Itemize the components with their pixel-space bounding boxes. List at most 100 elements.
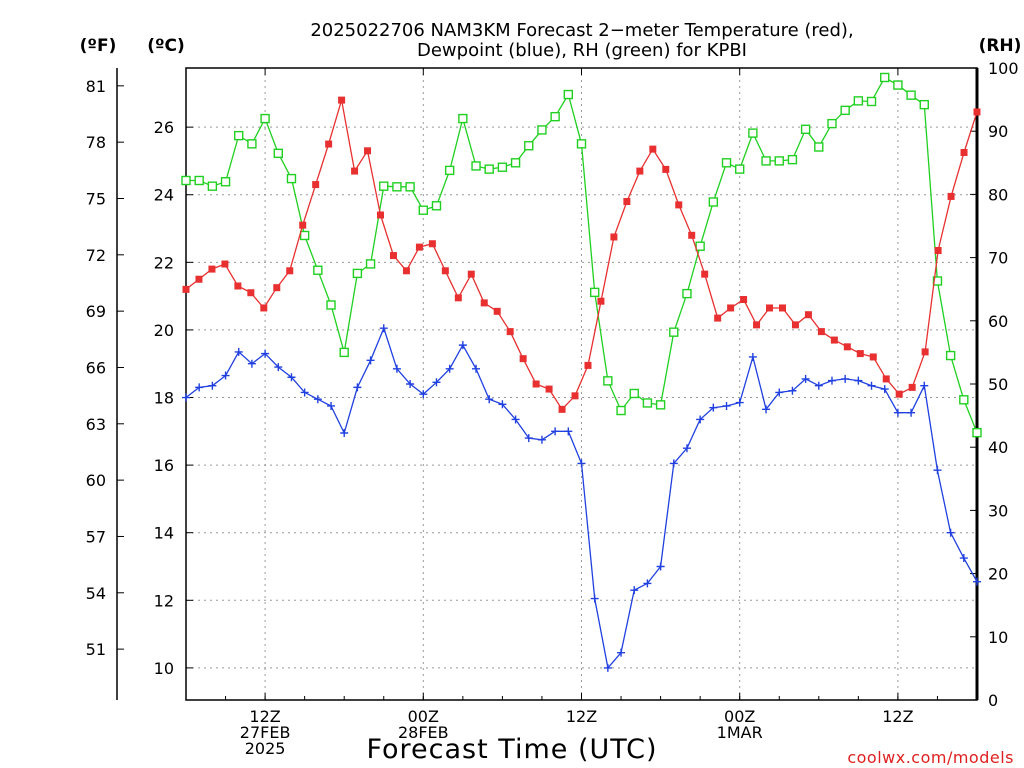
temperature-marker [714,314,722,322]
temperature-marker [558,405,566,413]
rh-marker [814,142,824,152]
rh-marker [194,175,204,186]
rh-marker [866,96,877,107]
rh-marker [313,265,323,275]
rh-marker [787,154,798,165]
temperature-marker [882,375,890,383]
temperature-marker [402,267,410,275]
rh-tick-label: 10 [988,628,1008,647]
rh-tick-label: 100 [988,59,1019,78]
dewpoint-marker [893,408,902,417]
temperature-marker [753,321,761,329]
rh-marker [695,241,705,251]
rh-tick-label: 0 [988,691,998,710]
dewpoint-marker [735,398,744,407]
rh-marker [827,118,837,129]
rh-marker [761,156,771,166]
dewpoint-marker [313,395,322,404]
dewpoint-marker [643,579,652,588]
temperature-marker [506,328,514,336]
dewpoint-marker [907,408,916,417]
dewpoint-marker [630,586,639,595]
rh-marker [484,164,494,174]
dewpoint-marker [854,376,863,385]
dewpoint-marker [656,562,665,571]
rh-marker [563,89,574,100]
rh-marker [392,182,402,192]
dewpoint-marker [696,415,705,424]
dewpoint-marker [195,383,204,392]
temperature-marker [571,392,579,400]
rh-marker [365,259,376,269]
fahrenheit-tick-label: 78 [86,133,106,152]
x-tick-label: 1MAR [717,723,763,742]
rh-marker [247,139,257,149]
fahrenheit-tick-label: 75 [86,189,106,208]
rh-marker [682,288,692,299]
celsius-tick-label: 20 [154,321,174,340]
temperature-marker [338,96,346,104]
temperature-marker [273,284,281,292]
x-tick-label: 27FEB [240,723,291,742]
temperature-marker [597,297,605,305]
dewpoint-marker [827,376,836,385]
rh-marker [458,113,468,124]
x-tick-label: 00Z [724,707,755,726]
rh-tick-label: 90 [988,122,1008,141]
rh-marker [603,376,613,386]
rh-tick-label: 20 [988,565,1008,584]
rh-marker [721,158,732,168]
temperature-marker [791,321,799,329]
rh-marker [339,347,349,358]
x-tick-label: 2025 [245,739,286,758]
rh-marker [840,105,850,116]
x-tick-label: 28FEB [398,723,449,742]
rh-marker [589,287,600,298]
fahrenheit-tick-label: 69 [86,302,106,321]
temperature-marker [182,285,190,293]
dewpoint-marker [392,364,401,373]
temperature-marker [856,350,864,358]
temperature-marker [325,140,333,148]
rh-marker [880,72,890,83]
celsius-tick-label: 14 [154,524,174,543]
dewpoint-marker [709,403,718,412]
temperature-marker [208,265,216,273]
fahrenheit-tick-label: 54 [86,584,106,603]
rh-marker [286,173,297,184]
rh-marker [550,111,560,122]
rh-marker [220,177,231,187]
rh-marker [260,113,270,124]
temperature-marker [467,270,475,278]
temperature-marker [286,267,294,275]
dewpoint-marker [946,528,955,537]
rh-marker [379,181,389,191]
rh-marker [629,388,639,399]
chart-title: 2025022706 NAM3KM Forecast 2−meter Tempe… [310,20,853,41]
rh-marker [181,175,191,186]
rh-marker [959,395,969,405]
dewpoint-marker [300,388,309,397]
temperature-marker [351,167,359,175]
rh-marker [655,400,666,410]
fahrenheit-tick-label: 63 [86,415,106,434]
temperature-marker [804,311,812,319]
x-tick-label: 12Z [249,707,280,726]
celsius-unit-label: (ºC) [147,36,185,56]
fahrenheit-tick-label: 72 [86,246,106,265]
rh-marker [299,230,310,241]
dewpoint-marker [445,364,454,373]
dewpoint-marker [841,374,850,383]
temperature-marker [545,385,553,393]
dewpoint-marker [379,324,388,333]
rh-marker [273,148,283,159]
dewpoint-marker [801,374,810,383]
temperature-marker [960,148,968,156]
temperature-marker [299,221,307,229]
x-axis-title: Forecast Time (UTC) [366,734,657,765]
temperature-marker [221,260,229,268]
dewpoint-marker [775,388,784,397]
dewpoint-marker [682,444,691,453]
rh-marker [748,128,758,138]
